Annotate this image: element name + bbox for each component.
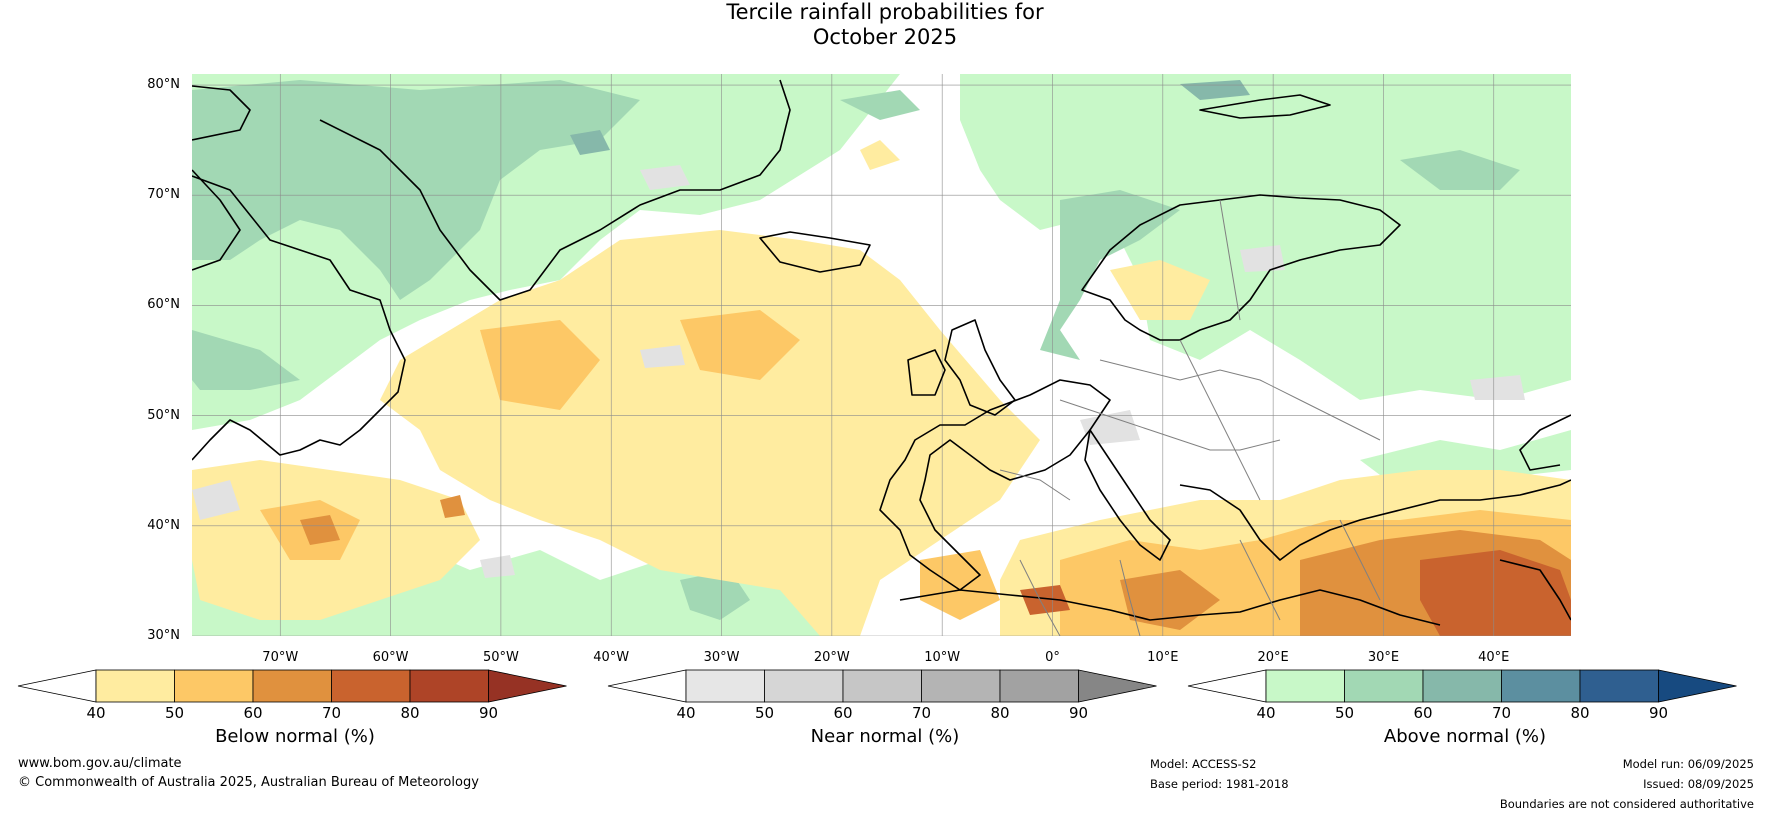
colorbar-near-normal: 40 50 60 70 80 90 Near normal (%) [590,664,1180,764]
colorbar-tick-label: 50 [164,704,185,722]
latitude-label: 60°N [147,297,180,313]
colorbar-tick-label: 80 [990,704,1010,722]
colorbar-tick-label: 70 [1491,704,1512,722]
title-line-1: Tercile rainfall probabilities for [726,0,1044,24]
above-normal-high [192,80,1520,620]
colorbar-below-normal: 40 50 60 70 80 90 Below normal (%) [0,664,590,764]
longitude-label: 30°E [1367,650,1400,665]
longitude-label: 50°W [482,650,519,665]
latitude-label: 70°N [147,187,180,203]
map-title: Tercile rainfall probabilities for Octob… [0,0,1770,50]
footer-website: www.bom.gov.au/climate [18,756,182,771]
colorbar-extend-low [17,669,97,703]
longitude-label: 70°W [262,650,299,665]
iceland-coast [759,231,871,273]
colorbar-extend-high [1078,669,1157,703]
colorbar-segment [1265,669,1345,703]
colorbar-segment [174,669,254,703]
caspian-coast [1519,414,1571,471]
footer-copyright: © Commonwealth of Australia 2025, Austra… [18,775,479,790]
colorbar-tick-label: 60 [833,704,853,722]
baffin-coast [192,85,251,141]
colorbar-tick-label: 40 [1256,704,1276,722]
colorbar-tick-label: 90 [1648,704,1669,722]
colorbar-tick-label: 50 [1334,704,1355,722]
colorbar-below-normal-title: Below normal (%) [215,726,375,747]
longitude-label: 40°W [593,650,630,665]
latitude-label: 50°N [147,407,180,423]
colorbar-extend-low [1187,669,1267,703]
coastlines [192,79,1571,626]
western-europe-coast [879,379,1111,591]
colorbar-segment [409,669,489,703]
colorbar-segment [685,669,765,703]
scandinavia-coast [1081,194,1401,341]
footer-base-period: Base period: 1981-2018 [1150,777,1289,791]
colorbar-tick-label: 60 [243,704,263,722]
colorbar-above-normal-graphic [1187,669,1737,703]
longitude-label: 30°W [703,650,740,665]
colorbar-segment [252,669,332,703]
colorbar-segment [1501,669,1581,703]
colorbar-segment [331,669,411,703]
below-normal-very-strong [1020,550,1571,636]
footer-model-run: Model run: 06/09/2025 [1622,757,1754,771]
footer-issued: Issued: 08/09/2025 [1643,777,1754,791]
longitude-label: 20°E [1257,650,1289,665]
colorbar-segment [1344,669,1424,703]
colorbar-segment [764,669,844,703]
colorbar-segment [95,669,175,703]
greenland-coast [319,79,791,301]
longitude-label: 60°W [372,650,409,665]
colorbar-tick-label: 40 [676,704,696,722]
colorbar-extend-high [1658,669,1737,703]
longitude-label: 40°E [1478,650,1510,665]
great-britain-coast [944,319,1016,416]
latitude-label: 80°N [147,77,180,93]
footer-model: Model: ACCESS-S2 [1150,757,1257,771]
black-sea-turkey-coast [1179,479,1571,561]
colorbar-extend-high [488,669,567,703]
colorbar-tick-label: 70 [321,704,342,722]
longitude-label: 10°E [1147,650,1179,665]
north-africa-coast [899,589,1441,626]
latitude-label: 30°N [147,628,180,643]
colorbar-segment [1422,669,1502,703]
colorbar-above-normal-title: Above normal (%) [1383,726,1547,747]
longitude-label: 10°W [924,650,961,665]
colorbar-segment [999,669,1079,703]
ireland-coast [907,349,946,396]
colorbar-segment [921,669,1001,703]
italy-coast [1084,429,1171,561]
colorbar-segment [842,669,922,703]
longitude-label: 20°W [813,650,850,665]
footer-disclaimer: Boundaries are not considered authoritat… [1499,797,1754,811]
colorbar-near-normal-title: Near normal (%) [810,726,960,747]
colorbar-tick-label: 80 [400,704,420,722]
novaya-zemlya-coast [1199,94,1331,119]
colorbar-tick-label: 60 [1413,704,1433,722]
colorbar-tick-label: 70 [911,704,932,722]
colorbar-below-normal-graphic [17,669,567,703]
latitude-label: 40°N [147,517,180,533]
colorbar-above-normal: 40 50 60 70 80 90 Above normal (%) [1170,664,1760,764]
north-america-coast [192,175,406,461]
colorbar-tick-label: 40 [86,704,106,722]
colorbar-tick-label: 90 [478,704,499,722]
colorbar-extend-low [607,669,687,703]
title-line-2: October 2025 [812,25,958,49]
colorbar-tick-label: 50 [754,704,775,722]
colorbar-segment [1579,669,1659,703]
colorbar-tick-label: 90 [1068,704,1089,722]
arabian-coast [1499,559,1571,621]
colorbar-tick-label: 80 [1570,704,1590,722]
baffin-island-coast [192,169,241,271]
colorbar-near-normal-graphic [607,669,1157,703]
country-borders [999,199,1381,636]
longitude-label: 0° [1045,650,1060,665]
